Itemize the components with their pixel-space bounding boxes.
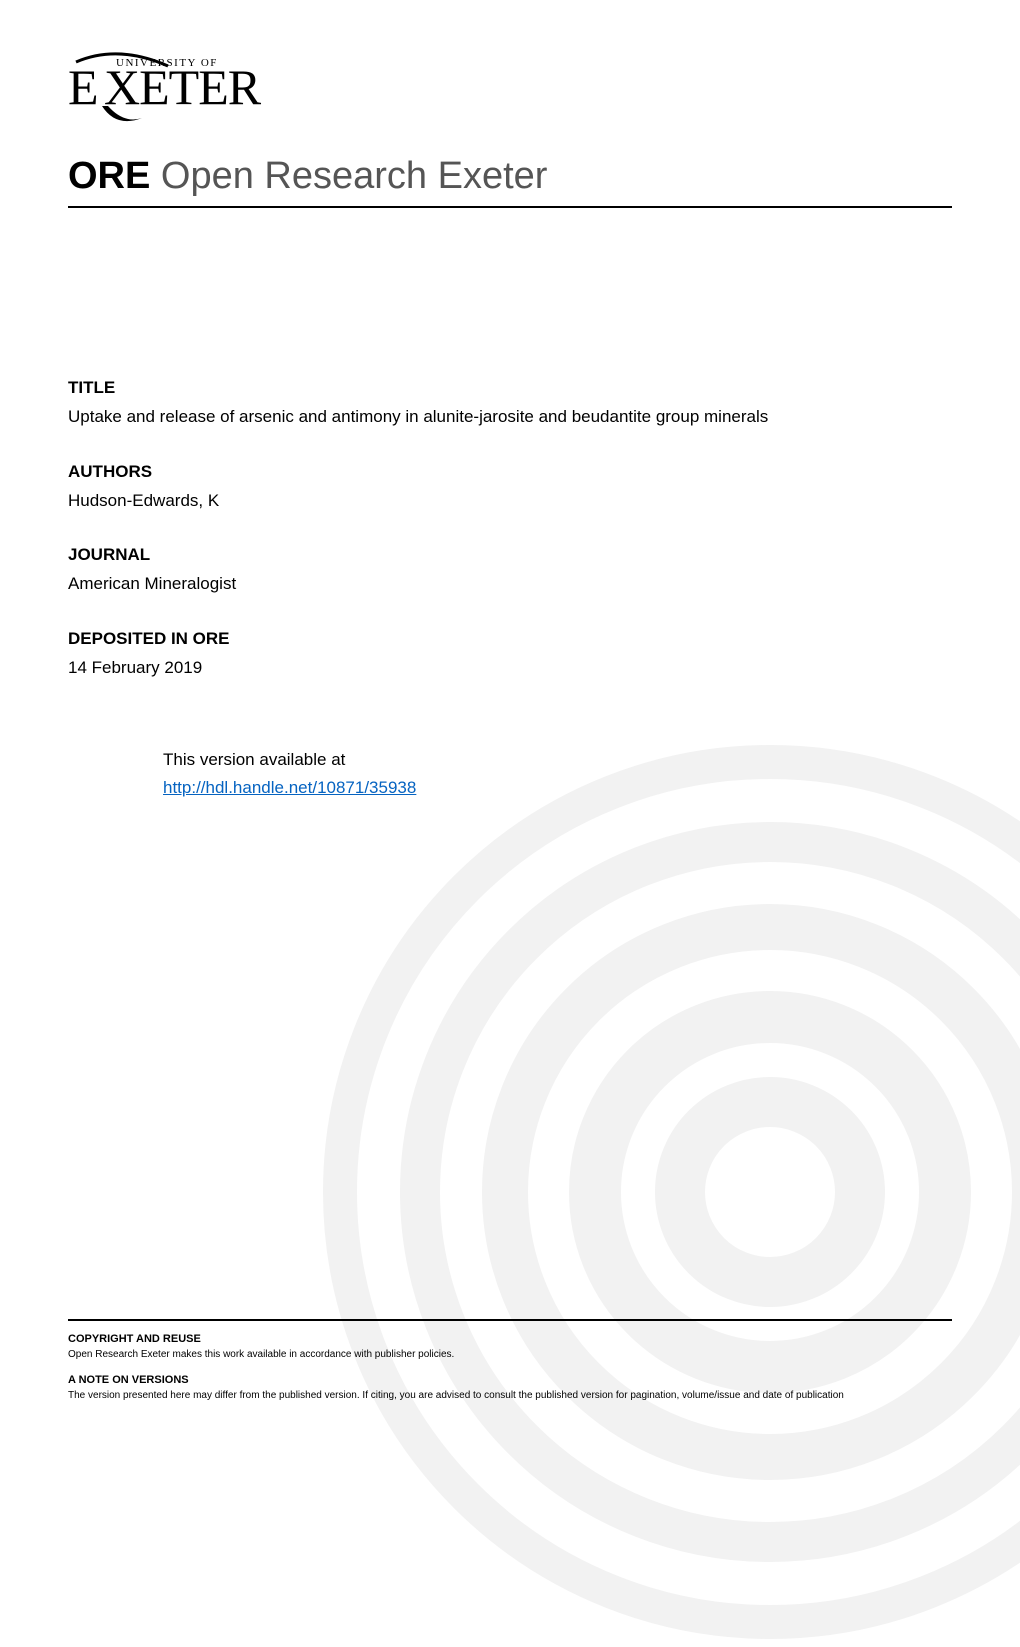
university-logo: UNIVERSITY OF E XETER: [68, 50, 952, 137]
footer-copyright-text: Open Research Exeter makes this work ava…: [68, 1348, 952, 1362]
footer-versions-text: The version presented here may differ fr…: [68, 1389, 952, 1403]
svg-text:E: E: [68, 59, 99, 115]
footer: COPYRIGHT AND REUSE Open Research Exeter…: [68, 1319, 952, 1414]
footer-copyright-heading: COPYRIGHT AND REUSE: [68, 1333, 952, 1345]
label-journal: JOURNAL: [68, 545, 952, 565]
ore-title: ORE Open Research Exeter: [68, 155, 952, 198]
footer-divider: [68, 1319, 952, 1321]
version-block: This version available at http://hdl.han…: [163, 750, 952, 798]
label-deposited: DEPOSITED IN ORE: [68, 629, 952, 649]
section-authors: AUTHORS Hudson-Edwards, K: [68, 462, 952, 514]
label-title: TITLE: [68, 378, 952, 398]
footer-versions-heading: A NOTE ON VERSIONS: [68, 1374, 952, 1386]
label-authors: AUTHORS: [68, 462, 952, 482]
svg-text:XETER: XETER: [104, 59, 262, 115]
value-authors: Hudson-Edwards, K: [68, 488, 952, 514]
section-deposited: DEPOSITED IN ORE 14 February 2019: [68, 629, 952, 681]
value-journal: American Mineralogist: [68, 571, 952, 597]
ore-title-rest: Open Research Exeter: [150, 155, 547, 197]
version-available-text: This version available at: [163, 750, 952, 770]
title-divider: [68, 206, 952, 208]
section-journal: JOURNAL American Mineralogist: [68, 545, 952, 597]
version-link[interactable]: http://hdl.handle.net/10871/35938: [163, 778, 416, 797]
section-title: TITLE Uptake and release of arsenic and …: [68, 378, 952, 430]
value-title: Uptake and release of arsenic and antimo…: [68, 404, 952, 430]
watermark-arcs: [320, 742, 1020, 1642]
ore-title-bold: ORE: [68, 155, 150, 197]
value-deposited: 14 February 2019: [68, 655, 952, 681]
